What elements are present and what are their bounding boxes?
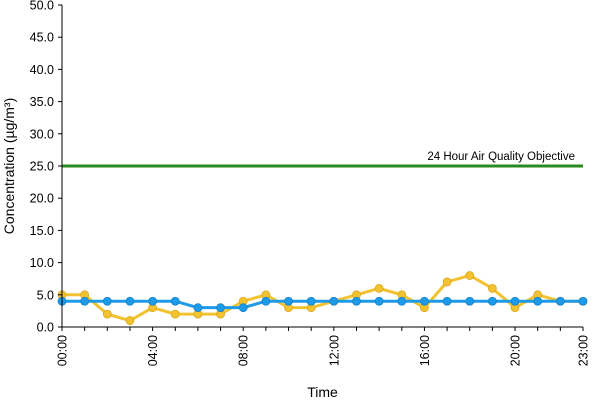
- data-point: [442, 277, 452, 287]
- y-axis-title: Concentration (µg/m³): [1, 98, 17, 234]
- y-tick-label: 25.0: [30, 160, 54, 174]
- data-point: [578, 296, 588, 306]
- y-tick-label: 15.0: [30, 224, 54, 238]
- data-point: [510, 296, 520, 306]
- data-point: [125, 316, 135, 325]
- data-point: [465, 271, 475, 280]
- x-tick-label: 16:00: [418, 335, 432, 366]
- y-tick-label: 30.0: [30, 127, 54, 141]
- x-tick-label: 00:00: [56, 335, 70, 366]
- y-tick-label: 35.0: [30, 95, 54, 109]
- x-tick-label: 20:00: [509, 335, 523, 366]
- x-tick-label: 23:00: [577, 335, 591, 366]
- data-point: [306, 296, 316, 306]
- y-tick-label: 0.0: [37, 321, 54, 335]
- x-axis-title: Time: [307, 384, 338, 400]
- data-point: [102, 309, 112, 319]
- data-point: [125, 296, 135, 306]
- y-tick-label: 20.0: [30, 192, 54, 206]
- series-line-1: [62, 273, 583, 323]
- axes-group: 0.0 5.0 10.0 15.0 20.0 25.0 30.0 35.0 40.0 45.0 50…: [30, 0, 591, 366]
- x-tick-label: 12:00: [327, 335, 341, 366]
- data-point: [170, 309, 180, 319]
- data-point: [284, 296, 293, 306]
- data-point: [374, 283, 384, 293]
- y-tick-label: 10.0: [30, 256, 54, 270]
- data-point: [193, 303, 203, 313]
- y-tick-label: 40.0: [30, 63, 54, 77]
- data-point: [238, 303, 248, 313]
- x-tick-label: 04:00: [146, 335, 160, 366]
- data-point: [420, 296, 429, 306]
- data-point: [374, 296, 384, 306]
- data-point: [397, 296, 407, 306]
- data-point: [487, 296, 497, 306]
- data-point: [216, 303, 225, 313]
- data-point: [352, 296, 361, 306]
- data-point: [170, 296, 180, 306]
- data-point: [555, 296, 565, 306]
- y-tick-label: 45.0: [30, 31, 54, 45]
- data-point: [329, 296, 339, 306]
- data-point: [533, 296, 543, 306]
- data-point: [80, 296, 90, 306]
- x-tick-label: 08:00: [237, 335, 251, 366]
- data-point: [148, 296, 158, 306]
- reference-line-label: 24 Hour Air Quality Objective: [427, 151, 575, 163]
- data-point: [442, 296, 452, 306]
- series-group: [57, 271, 588, 325]
- data-point: [487, 283, 497, 293]
- data-point: [465, 296, 475, 306]
- data-point: [102, 296, 112, 306]
- data-point: [261, 296, 271, 306]
- y-tick-label: 5.0: [37, 288, 54, 302]
- y-tick-label: 50.0: [30, 0, 54, 13]
